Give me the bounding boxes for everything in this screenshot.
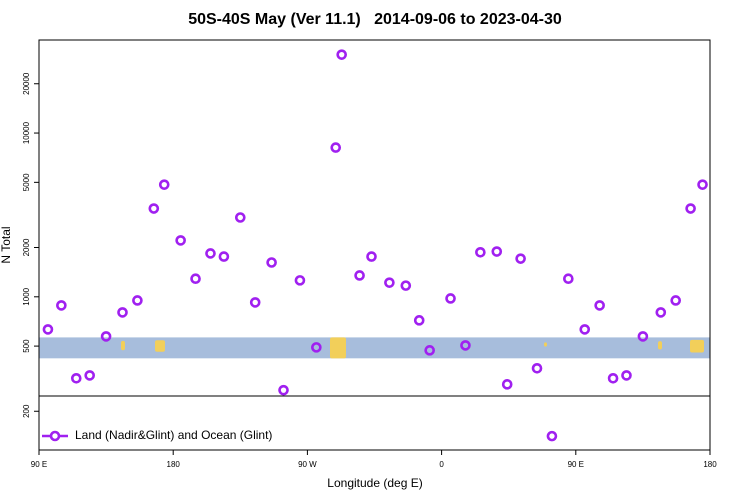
data-point	[235, 212, 246, 223]
data-point	[579, 324, 591, 335]
land-patch	[155, 340, 165, 352]
data-point	[697, 179, 708, 190]
legend-marker	[49, 430, 61, 442]
legend-label: Land (Nadir&Glint) and Ocean (Glint)	[75, 428, 272, 442]
data-point	[42, 324, 54, 335]
y-tick-label: 200	[22, 404, 31, 418]
data-point	[475, 246, 486, 258]
data-point	[148, 203, 160, 214]
data-point	[400, 280, 412, 291]
y-tick-label: 1000	[22, 287, 31, 305]
x-tick-label: 90 E	[568, 460, 584, 469]
data-point	[594, 300, 605, 311]
data-point	[424, 345, 435, 356]
data-point	[294, 275, 306, 286]
y-tick-label: 10000	[22, 121, 31, 144]
y-axis-label: N Total	[0, 226, 13, 263]
x-tick-label: 90 W	[298, 460, 317, 469]
data-point	[501, 379, 513, 390]
data-point	[685, 203, 696, 214]
data-point	[563, 273, 574, 284]
data-point	[531, 362, 543, 374]
y-tick-label: 500	[22, 339, 31, 353]
land-patch	[121, 340, 125, 351]
data-point	[132, 295, 143, 306]
data-point	[117, 307, 128, 318]
land-patch	[690, 339, 704, 353]
data-point	[175, 235, 186, 246]
data-point	[190, 273, 201, 284]
data-point	[205, 248, 216, 259]
data-point	[70, 372, 82, 384]
data-point	[311, 342, 322, 353]
data-point	[607, 372, 619, 384]
land-patch	[658, 341, 662, 350]
data-point	[445, 293, 456, 304]
data-point	[354, 270, 365, 281]
x-tick-label: 180	[167, 460, 181, 469]
data-point	[460, 340, 471, 351]
data-point	[56, 300, 67, 311]
y-tick-label: 20000	[22, 72, 31, 95]
data-point	[249, 297, 261, 308]
data-point	[655, 307, 667, 318]
x-axis-label: Longitude (deg E)	[327, 476, 422, 490]
data-point	[515, 253, 526, 264]
data-point	[384, 277, 395, 288]
data-point	[84, 370, 95, 381]
shaded-band	[39, 337, 710, 359]
y-tick-label: 2000	[22, 238, 31, 256]
plot-frame	[38, 39, 711, 451]
data-point	[621, 370, 632, 381]
data-point	[491, 246, 503, 257]
data-point	[637, 331, 649, 342]
y-tick-label: 5000	[22, 173, 31, 191]
data-point	[218, 251, 230, 262]
x-tick-label: 180	[703, 460, 717, 469]
x-tick-label: 90 E	[31, 460, 47, 469]
data-point	[266, 257, 277, 268]
data-point	[100, 331, 112, 342]
land-patch	[544, 342, 547, 347]
data-point	[413, 315, 425, 326]
data-point	[278, 384, 289, 396]
data-point	[158, 179, 170, 190]
data-point	[330, 142, 342, 153]
land-patch	[330, 337, 346, 359]
data-point	[670, 295, 682, 306]
data-point	[546, 430, 558, 442]
x-tick-label: 0	[439, 460, 444, 469]
chart-title: 50S-40S May (Ver 11.1) 2014-09-06 to 202…	[188, 11, 562, 28]
data-point	[366, 251, 377, 262]
data-point	[336, 49, 347, 60]
